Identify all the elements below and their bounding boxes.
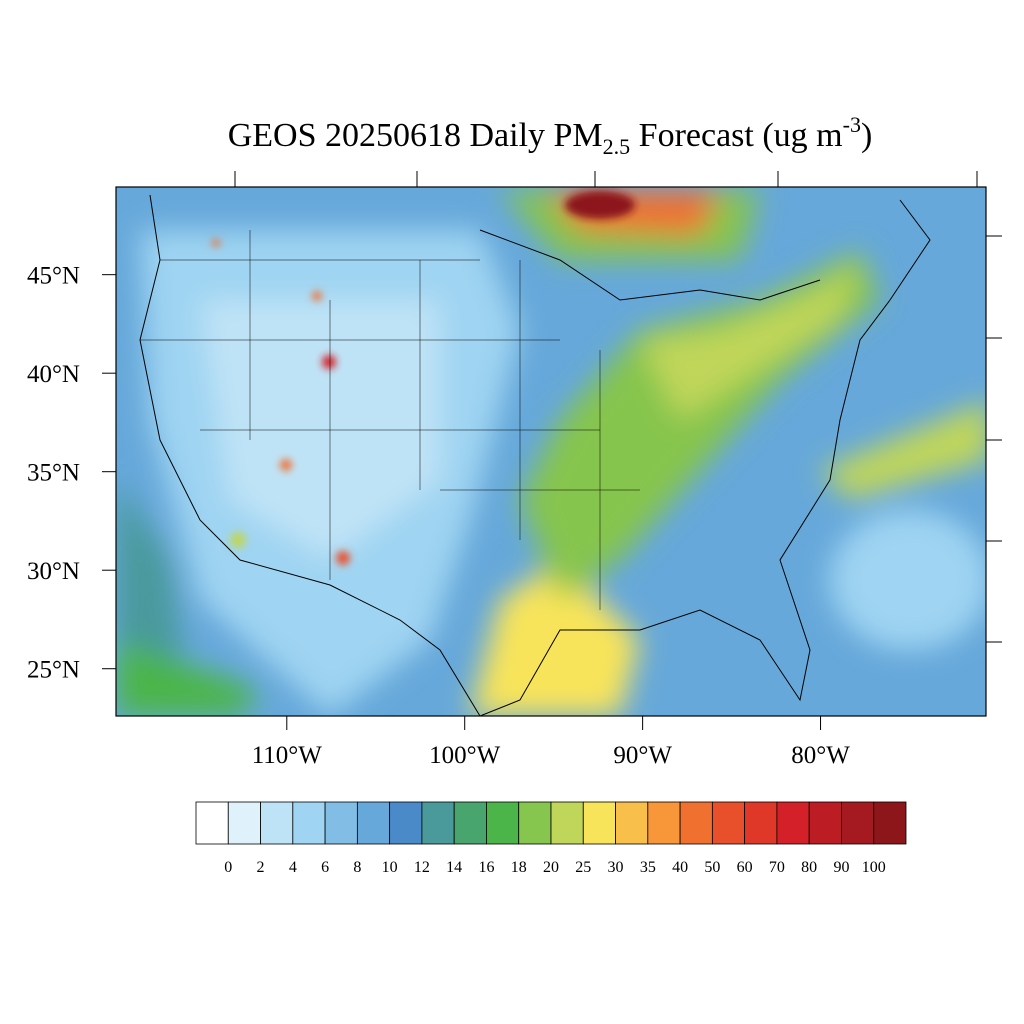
legend-swatch [195, 801, 229, 845]
legend-level: 12 [414, 859, 430, 876]
legend-swatch [292, 801, 326, 845]
lon-label: 110°W [252, 742, 323, 769]
legend-level: 0 [224, 859, 232, 876]
legend-swatch [518, 801, 552, 845]
lat-label: 40°N [27, 361, 80, 388]
legend-level: 6 [321, 859, 329, 876]
lon-label: 80°W [791, 742, 850, 769]
legend-level: 35 [640, 859, 656, 876]
legend-swatch [227, 801, 261, 845]
lat-label: 30°N [27, 558, 80, 585]
title: GEOS 20250618 Daily PM2.5 Forecast (ug m… [228, 112, 873, 159]
legend-level: 30 [608, 859, 624, 876]
legend-level: 8 [353, 859, 361, 876]
legend-level: 60 [737, 859, 753, 876]
legend-swatch [582, 801, 616, 845]
legend-swatch [679, 801, 713, 845]
legend-level: 50 [704, 859, 720, 876]
legend-level: 4 [289, 859, 297, 876]
legend-swatch [260, 801, 294, 845]
pm-field [116, 187, 986, 716]
lon-label: 90°W [613, 742, 672, 769]
legend-swatch [324, 801, 358, 845]
lat-label: 35°N [27, 460, 80, 487]
legend-level: 40 [672, 859, 688, 876]
lon-label: 100°W [429, 742, 500, 769]
legend-swatch [776, 801, 810, 845]
legend-swatch [486, 801, 520, 845]
legend-level: 20 [543, 859, 559, 876]
legend-level: 10 [382, 859, 398, 876]
lat-label: 45°N [27, 263, 80, 290]
legend-swatch [711, 801, 746, 845]
legend-swatch [550, 801, 584, 845]
legend-level: 70 [769, 859, 785, 876]
frame-ticks [234, 171, 1002, 643]
legend-swatch [356, 801, 391, 845]
legend-level: 25 [575, 859, 591, 876]
legend-swatch [808, 801, 842, 845]
legend-level: 2 [257, 859, 265, 876]
legend-swatch [389, 801, 423, 845]
legend-swatch [421, 801, 455, 845]
map-frame [115, 186, 987, 717]
legend-swatch [744, 801, 778, 845]
legend-swatch [873, 801, 907, 845]
legend-level: 100 [862, 859, 886, 876]
legend-swatch [841, 801, 875, 845]
legend-swatch [453, 801, 487, 845]
lat-label: 25°N [27, 657, 80, 684]
legend-level: 90 [833, 859, 849, 876]
legend-swatch [647, 801, 681, 845]
legend-swatch [615, 801, 649, 845]
legend-level: 80 [801, 859, 817, 876]
legend-level: 14 [446, 859, 462, 876]
legend-level: 18 [511, 859, 527, 876]
legend-level: 16 [478, 859, 494, 876]
